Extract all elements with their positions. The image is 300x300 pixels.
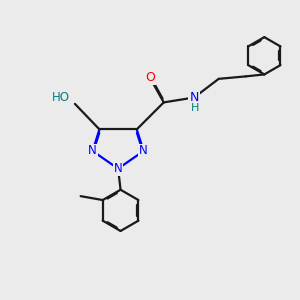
Text: N: N <box>88 145 97 158</box>
Text: N: N <box>190 91 199 104</box>
Text: HO: HO <box>52 92 70 104</box>
Text: O: O <box>145 71 155 84</box>
Text: N: N <box>114 162 122 175</box>
Text: N: N <box>139 145 148 158</box>
Text: H: H <box>191 103 199 113</box>
